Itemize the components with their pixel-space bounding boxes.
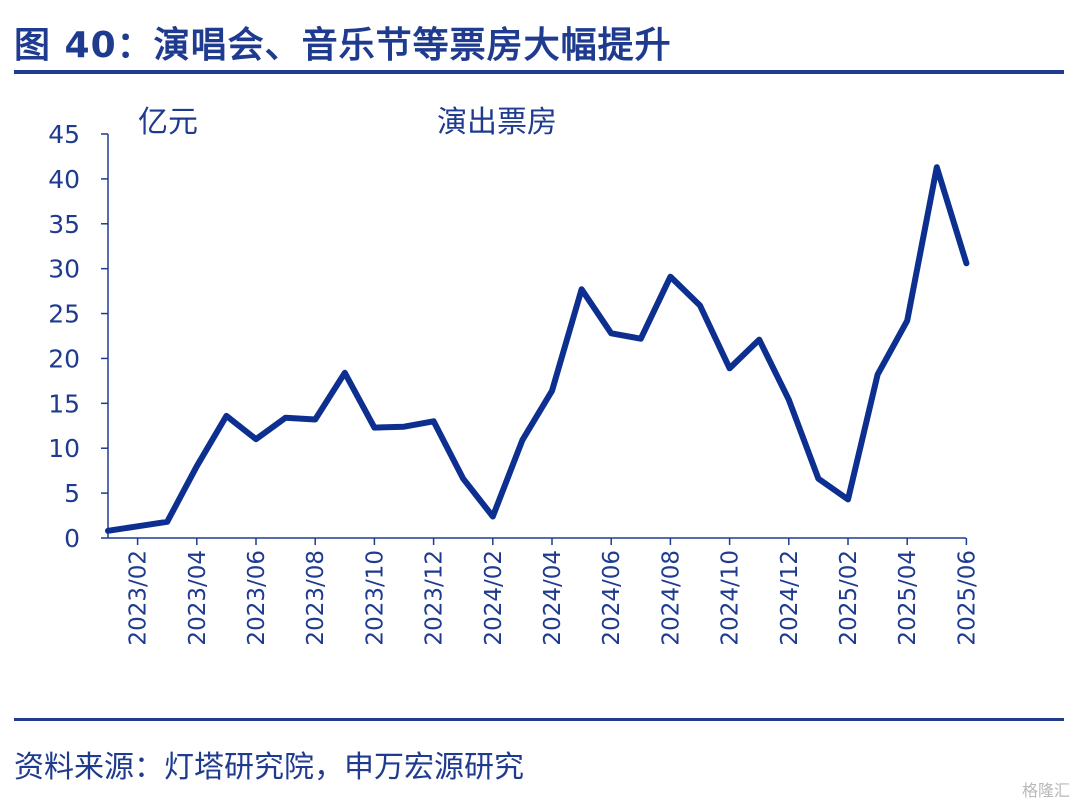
- x-axis-ticks: 2023/02 2023/04 2023/06 2023/08 2023/10 2023/…: [126, 538, 980, 646]
- x-tick-label: 2023/12: [422, 550, 448, 646]
- y-tick-label: 10: [48, 434, 80, 463]
- x-tick-label: 2024/10: [718, 550, 744, 646]
- x-tick-label: 2023/08: [303, 550, 329, 646]
- x-tick-label: 2023/10: [362, 550, 388, 646]
- y-tick-label: 5: [64, 479, 80, 508]
- bottom-divider: [14, 718, 1064, 721]
- series-line: [105, 164, 970, 534]
- x-tick-label: 2024/12: [777, 550, 803, 646]
- x-tick-label: 2023/04: [185, 550, 211, 646]
- y-tick-label: 15: [48, 389, 80, 418]
- y-tick-label: 30: [48, 255, 80, 284]
- source-note: 资料来源：灯塔研究院，申万宏源研究: [14, 750, 524, 785]
- y-axis-ticks: 0 5 10 15 20 25 30 35 40 45: [48, 120, 108, 553]
- series-label: 演出票房: [437, 105, 557, 140]
- x-tick-label: 2025/06: [954, 550, 980, 646]
- y-tick-label: 45: [48, 120, 80, 149]
- x-tick-label: 2023/02: [126, 550, 152, 646]
- x-tick-label: 2024/06: [599, 550, 625, 646]
- x-tick-label: 2024/02: [481, 550, 507, 646]
- figure-title: 图 40：演唱会、音乐节等票房大幅提升: [14, 25, 672, 66]
- x-tick-label: 2025/04: [895, 550, 921, 646]
- x-tick-label: 2024/08: [658, 550, 684, 646]
- y-tick-label: 20: [48, 344, 80, 373]
- y-tick-label: 25: [48, 300, 80, 329]
- series-group: [105, 164, 970, 534]
- watermark: 格隆汇: [1021, 781, 1070, 800]
- line-chart: 0 5 10 15 20 25 30 35 40 45 2023/02 2023/04 2023/06…: [48, 105, 980, 646]
- chart-axes: [107, 134, 966, 539]
- y-tick-label: 0: [64, 524, 80, 553]
- y-tick-label: 35: [48, 210, 80, 239]
- x-tick-label: 2023/06: [244, 550, 270, 646]
- top-divider: [14, 70, 1064, 74]
- y-unit-label: 亿元: [138, 105, 198, 140]
- x-tick-label: 2025/02: [836, 550, 862, 646]
- y-tick-label: 40: [48, 165, 80, 194]
- x-tick-label: 2024/04: [540, 550, 566, 646]
